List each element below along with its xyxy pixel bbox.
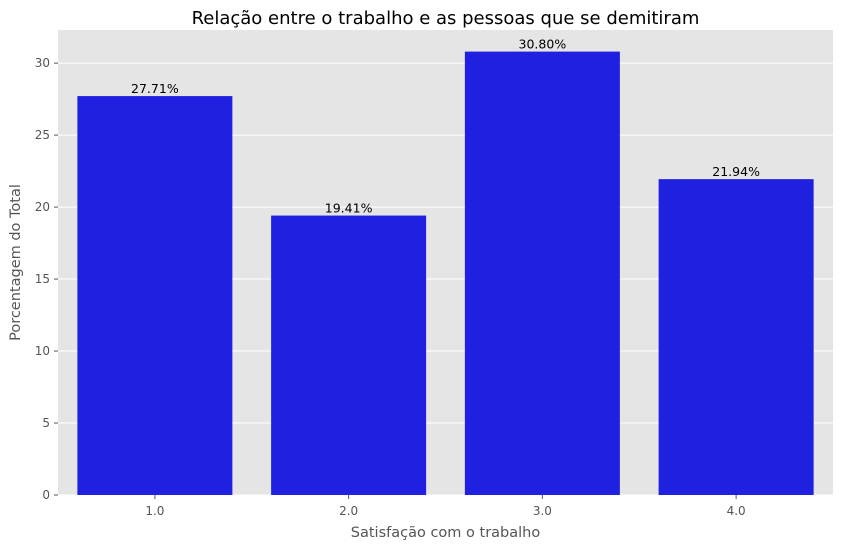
bar	[464, 51, 620, 496]
y-tick-label: 30	[35, 56, 50, 70]
data-label: 19.41%	[325, 201, 373, 216]
y-axis-ticks: 0 5 10 15 20 25 30	[35, 56, 58, 502]
data-label: 30.80%	[519, 37, 567, 52]
y-tick-label: 20	[35, 200, 50, 214]
data-label: 27.71%	[131, 81, 179, 96]
x-tick-label: 4.0	[727, 504, 746, 518]
y-tick-label: 10	[35, 344, 50, 358]
bars	[77, 51, 814, 496]
chart-title: Relação entre o trabalho e as pessoas qu…	[192, 8, 700, 29]
data-label: 21.94%	[712, 164, 760, 179]
x-tick-label: 1.0	[145, 504, 164, 518]
x-tick-label: 3.0	[533, 504, 552, 518]
bar	[77, 96, 233, 495]
bar	[658, 179, 814, 495]
bar	[271, 215, 427, 495]
data-labels: 27.71% 19.41% 30.80% 21.94%	[131, 37, 760, 216]
y-tick-label: 25	[35, 128, 50, 142]
y-tick-label: 15	[35, 272, 50, 286]
y-axis-label: Porcentagem do Total	[8, 184, 24, 341]
y-tick-label: 5	[42, 416, 50, 430]
x-tick-label: 2.0	[339, 504, 358, 518]
x-axis-label: Satisfação com o trabalho	[351, 525, 541, 541]
y-tick-label: 0	[42, 488, 50, 502]
x-axis-ticks: 1.0 2.0 3.0 4.0	[145, 495, 746, 518]
